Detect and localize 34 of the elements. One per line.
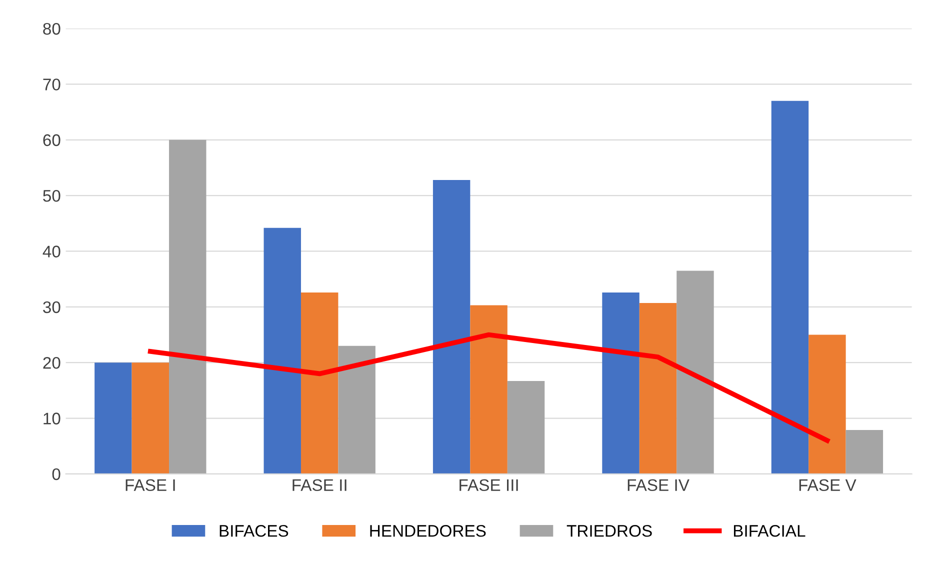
y-tick-label: 30 [43, 301, 60, 314]
x-tick-label: FASE III [460, 479, 518, 492]
y-tick-label: 60 [43, 134, 60, 146]
bar [507, 380, 545, 474]
bar [132, 362, 170, 474]
bar [264, 228, 301, 474]
bar [676, 270, 714, 474]
legend-label: HENDEDORES [370, 525, 486, 537]
bar [771, 100, 809, 474]
y-tick-label: 70 [43, 78, 60, 90]
bar [169, 140, 206, 474]
bar [300, 292, 338, 474]
bar [639, 303, 677, 474]
bar [602, 292, 640, 474]
x-tick-label: FASE II [292, 479, 346, 492]
y-tick-label: 40 [42, 246, 60, 258]
bar [338, 346, 376, 474]
x-tick-label: FASE IV [628, 479, 690, 492]
x-tick-label: FASE V [799, 479, 856, 492]
legend-label: BIFACIAL [734, 525, 806, 537]
y-tick-label: 50 [43, 190, 60, 202]
bar [846, 430, 884, 474]
legend-label: BIFACES [220, 525, 288, 537]
bar [470, 305, 508, 474]
line-series [148, 332, 830, 443]
y-tick-label: 10 [44, 412, 60, 424]
x-tick-label: FASE I [126, 479, 175, 492]
y-tick-label: 0 [52, 468, 60, 480]
bar [94, 362, 132, 474]
legend-label: TRIEDROS [566, 525, 652, 537]
y-tick-label: 80 [43, 22, 60, 35]
bar [432, 180, 470, 474]
bar [808, 334, 846, 474]
y-tick-label: 20 [43, 356, 60, 369]
